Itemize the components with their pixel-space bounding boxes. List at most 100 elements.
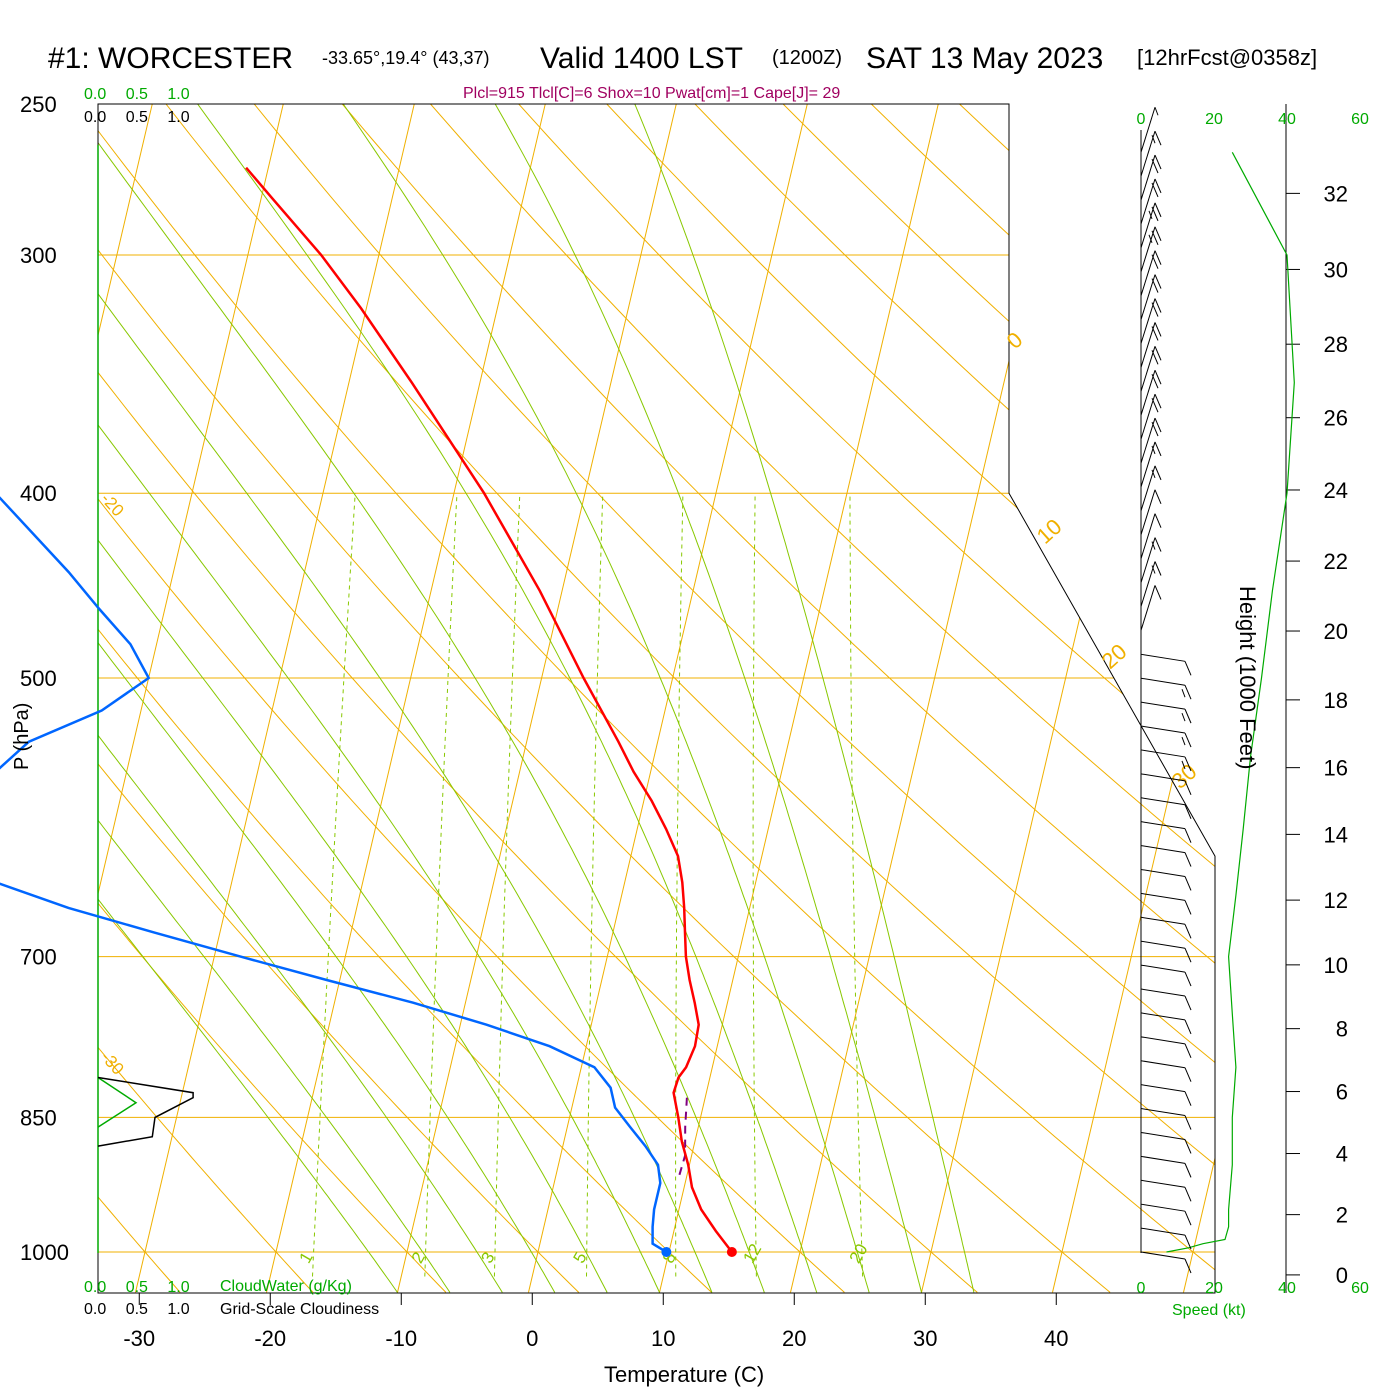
height-tick-label: 26 xyxy=(1324,406,1348,431)
wind-barb xyxy=(1140,370,1162,416)
dewpoint-trace xyxy=(0,496,668,1254)
isotherm--20 xyxy=(266,104,554,1293)
barb-flag xyxy=(1154,489,1162,504)
moist-adiabat-26 xyxy=(342,104,870,1293)
mixing-ratio-12 xyxy=(752,493,757,1277)
plot-frame xyxy=(97,103,1216,1294)
barb-flag xyxy=(1184,732,1192,748)
barb-staff xyxy=(1140,370,1156,416)
wind-barb xyxy=(1140,916,1192,939)
barb-flag xyxy=(1154,202,1162,218)
wind-tick-bottom: 40 xyxy=(1278,1280,1296,1297)
cloudwater-trace xyxy=(97,1076,138,1128)
dry-adiabat-70 xyxy=(226,104,1215,1293)
barb-flag xyxy=(1154,154,1162,170)
barb-flag xyxy=(1151,254,1159,269)
barb-flag xyxy=(1154,513,1162,528)
moist-adiabat-lines xyxy=(98,104,975,1293)
barb-staff xyxy=(1140,677,1186,686)
wind-speed-title: Speed (kt) xyxy=(1172,1302,1246,1319)
barb-flag xyxy=(1154,465,1162,481)
wind-barb xyxy=(1140,274,1162,320)
wind-barb xyxy=(1140,964,1192,987)
dry-adiabat-80 xyxy=(313,104,1215,1293)
wind-barb xyxy=(1140,322,1162,368)
barb-flag xyxy=(1151,230,1159,245)
barb-flag xyxy=(1184,1043,1192,1059)
barb-staff xyxy=(1140,585,1156,631)
height-tick-label: 8 xyxy=(1336,1017,1348,1042)
wind-barb xyxy=(1140,489,1162,535)
wind-barb xyxy=(1140,346,1162,392)
cloud-tick-bottom: 0.5 xyxy=(126,1279,148,1296)
height-tick-label: 6 xyxy=(1336,1080,1348,1105)
barb-staff xyxy=(1140,892,1186,901)
wind-barb xyxy=(1140,868,1192,891)
cloud-tick-bottom: 1.0 xyxy=(167,1279,189,1296)
wind-barb xyxy=(1140,1108,1192,1130)
barb-flag xyxy=(1151,206,1159,222)
barb-staff xyxy=(1140,131,1156,177)
wind-tick-top: 60 xyxy=(1351,111,1369,128)
barb-staff xyxy=(1140,1036,1186,1045)
barb-staff xyxy=(1140,725,1186,734)
barb-flag xyxy=(1151,278,1159,293)
barb-flag xyxy=(1151,182,1159,198)
height-tick-label: 2 xyxy=(1336,1203,1348,1228)
forecast-info: [12hrFcst@0358z] xyxy=(1137,45,1317,70)
barb-flag xyxy=(1154,298,1162,313)
station-title: #1: WORCESTER xyxy=(48,42,293,75)
wind-barb xyxy=(1140,1227,1192,1250)
wind-barb xyxy=(1140,1155,1192,1178)
barb-flag xyxy=(1184,756,1192,772)
wind-barb xyxy=(1140,298,1162,344)
height-tick-label: 16 xyxy=(1324,756,1348,781)
barb-flag xyxy=(1184,1115,1192,1130)
dry-adiabat-30 xyxy=(98,104,978,1293)
wind-barb xyxy=(1140,130,1162,177)
wind-barb xyxy=(1140,1131,1192,1154)
mixing-ratio-label: 5 xyxy=(570,1249,591,1267)
wind-barb xyxy=(1140,393,1162,440)
isotherm-30 xyxy=(921,104,1209,1293)
barb-staff xyxy=(1140,1131,1186,1140)
wind-barb xyxy=(1140,845,1192,867)
wind-tick-top: 40 xyxy=(1278,111,1296,128)
barb-staff xyxy=(1140,1012,1186,1021)
barb-flag xyxy=(1154,441,1162,457)
isotherm-50 xyxy=(1183,104,1215,1293)
barb-staff xyxy=(1140,465,1156,512)
isotherm-0 xyxy=(528,104,816,1293)
barb-half-flag xyxy=(1148,210,1153,220)
pressure-tick-label: 850 xyxy=(20,1105,57,1130)
barb-half-flag xyxy=(1151,445,1156,455)
temperature-tick-label: -10 xyxy=(385,1326,417,1351)
mixing-ratio-8 xyxy=(675,493,684,1277)
barb-staff xyxy=(1140,250,1156,296)
cloudiness-title: Grid-Scale Cloudiness xyxy=(220,1301,379,1318)
isotherm-40 xyxy=(1052,104,1215,1293)
barb-staff xyxy=(1140,845,1186,854)
utc-time: (1200Z) xyxy=(772,47,842,69)
isotherm--40 xyxy=(98,104,292,1293)
temperature-tick-label: 40 xyxy=(1044,1326,1068,1351)
wind-barb xyxy=(1140,561,1162,607)
wind-barb xyxy=(1140,441,1162,488)
barb-flag xyxy=(1184,852,1192,867)
barb-half-flag xyxy=(1181,712,1186,722)
barb-staff xyxy=(1140,653,1186,662)
barb-staff xyxy=(1140,701,1186,710)
barb-staff xyxy=(1140,916,1186,925)
barb-staff xyxy=(1140,393,1156,440)
cloud-tick-bottom: 0.0 xyxy=(84,1279,106,1296)
height-tick-label: 32 xyxy=(1324,181,1348,206)
height-tick-label: 20 xyxy=(1324,619,1348,644)
wind-barb xyxy=(1140,677,1192,700)
height-tick-label: 28 xyxy=(1324,332,1348,357)
dry-adiabat--20 xyxy=(98,104,314,1293)
dry-adiabat-140 xyxy=(836,104,1215,1293)
mixing-ratio-3 xyxy=(493,493,521,1277)
height-tick-label: 4 xyxy=(1336,1142,1348,1167)
